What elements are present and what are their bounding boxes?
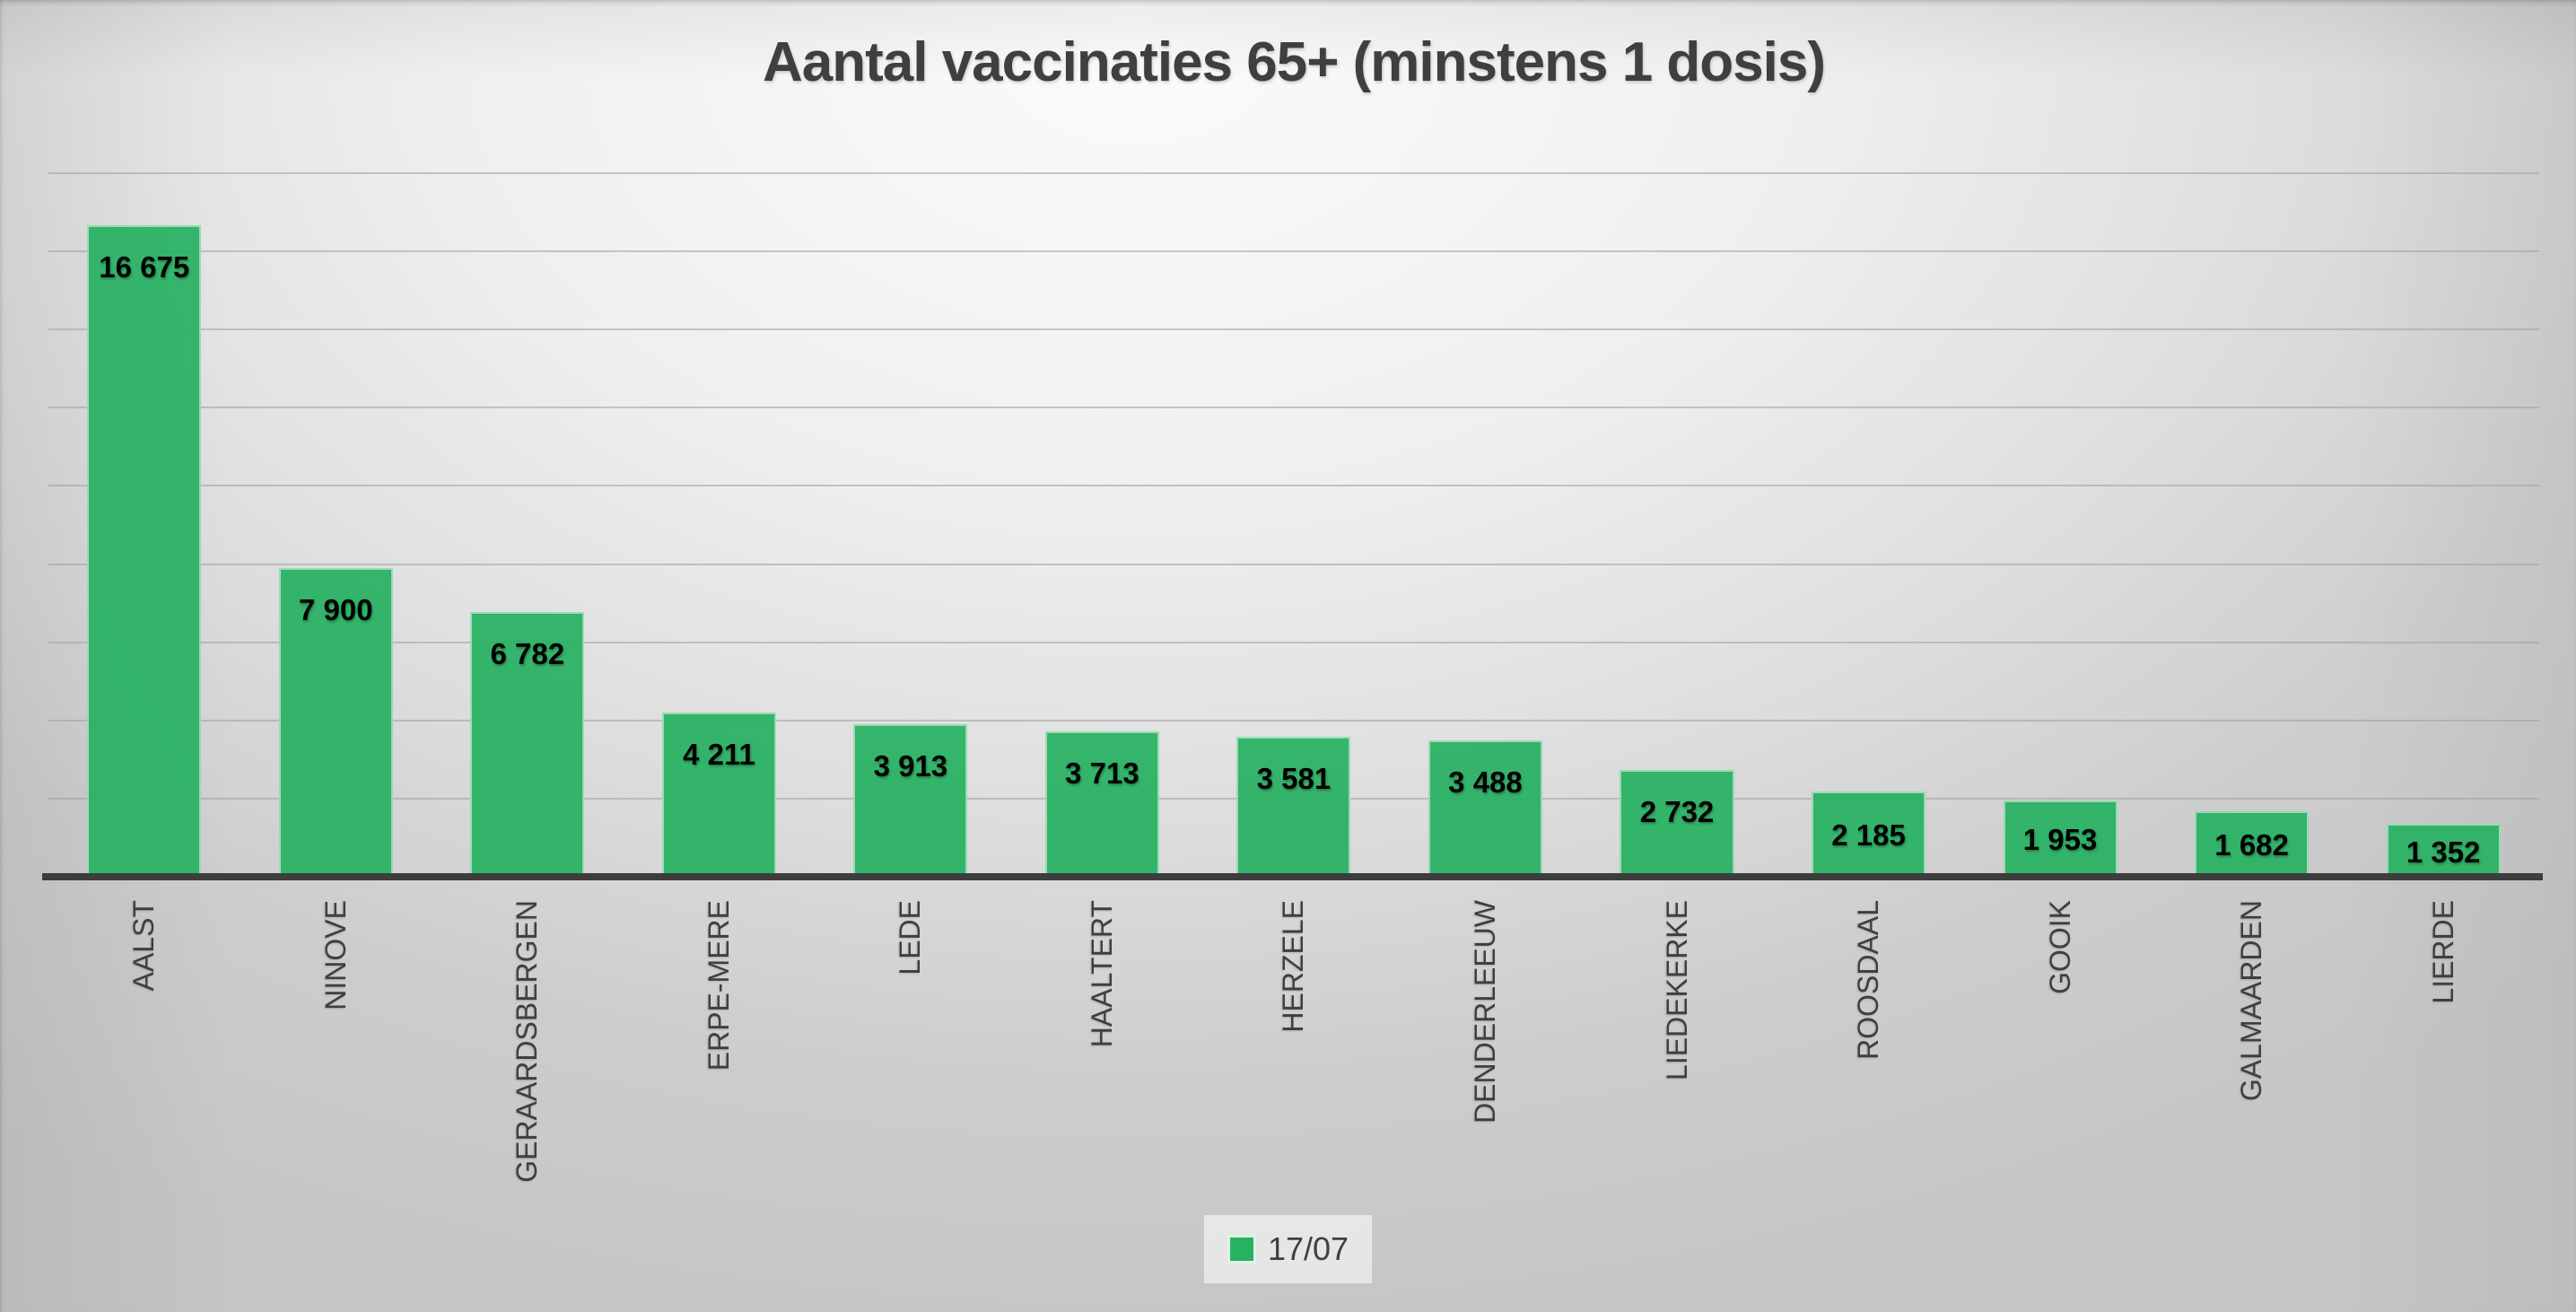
x-axis-label: ROOSDAAL	[1852, 900, 1885, 1060]
chart-title: Aantal vaccinaties 65+ (minstens 1 dosis…	[762, 31, 1826, 93]
bar-herzele: 3 581	[1236, 737, 1351, 877]
bar-haaltert: 3 713	[1044, 731, 1159, 877]
bar-slot: 16 675	[48, 173, 240, 877]
legend-label: 17/07	[1267, 1230, 1349, 1267]
bar-denderleeuw: 3 488	[1428, 740, 1542, 877]
gridline	[48, 250, 2539, 253]
x-axis-label: DENDERLEEUW	[1468, 900, 1501, 1124]
x-axis-label-cell: AALST	[48, 900, 240, 1183]
bar-slot: 1 953	[1964, 173, 2156, 877]
x-axis-label: LEDE	[894, 900, 927, 975]
bar-slot: 6 782	[432, 173, 624, 877]
x-axis-label: GERAARDSBERGEN	[511, 900, 544, 1183]
x-axis-label-cell: ERPE-MERE	[624, 900, 816, 1183]
bar-value-label: 7 900	[298, 592, 373, 626]
bar-geraardsbergen: 6 782	[470, 611, 585, 877]
x-axis-label-cell: LEDE	[815, 900, 1007, 1183]
bar-slot: 1 682	[2156, 173, 2348, 877]
x-axis-label: LIERDE	[2426, 900, 2459, 1004]
bar-lede: 3 913	[853, 723, 968, 877]
gridline	[48, 485, 2539, 487]
gridline	[48, 563, 2539, 565]
x-axis-label-cell: LIEDEKERKE	[1581, 900, 1773, 1183]
bar-value-label: 2 732	[1639, 795, 1715, 829]
bar-galmaarden: 1 682	[2195, 810, 2310, 877]
bar-slot: 2 732	[1581, 173, 1773, 877]
bar-slot: 2 185	[1773, 173, 1965, 877]
x-axis-labels: AALST NINOVE GERAARDSBERGEN ERPE-MERE LEDE HA…	[48, 900, 2539, 1183]
legend-marker-icon	[1227, 1235, 1256, 1264]
bar-value-label: 3 713	[1065, 757, 1140, 791]
bar-slot: 3 581	[1198, 173, 1390, 877]
bar-gooik: 1 953	[2003, 800, 2118, 877]
x-axis-label-cell: NINOVE	[240, 900, 432, 1183]
x-axis-label: GOOIK	[2043, 900, 2076, 994]
x-axis-label: LIEDEKERKE	[1660, 900, 1693, 1080]
x-axis-label-cell: GERAARDSBERGEN	[432, 900, 624, 1183]
bar-aalst: 16 675	[87, 224, 202, 877]
bar-value-label: 3 581	[1256, 762, 1332, 796]
bar-value-label: 3 913	[873, 748, 948, 783]
x-axis-label: HERZELE	[1277, 900, 1310, 1033]
bar-value-label: 4 211	[682, 737, 755, 771]
bar-value-label: 3 488	[1448, 765, 1523, 800]
x-axis-line	[42, 873, 2543, 880]
x-axis-label-cell: HAALTERT	[1007, 900, 1199, 1183]
bar-value-label: 16 675	[99, 249, 190, 284]
bars-row: 16 675 7 900 6 782 4 211 3 913 3 713 3 581 3 48…	[48, 173, 2539, 877]
bar-slot: 3 713	[1007, 173, 1199, 877]
x-axis-label: NINOVE	[319, 900, 352, 1010]
bar-slot: 1 352	[2347, 173, 2539, 877]
legend-box: 17/07	[1203, 1215, 1373, 1283]
bar-slot: 4 211	[624, 173, 816, 877]
bar-value-label: 1 682	[2214, 828, 2289, 862]
x-axis-label-cell: GALMAARDEN	[2156, 900, 2348, 1183]
x-axis-label-cell: DENDERLEEUW	[1390, 900, 1582, 1183]
bar-value-label: 1 352	[2406, 835, 2481, 869]
bar-slot: 3 488	[1390, 173, 1582, 877]
bar-lierde: 1 352	[2386, 824, 2501, 877]
gridline	[48, 641, 2539, 643]
x-axis-label-cell: HERZELE	[1198, 900, 1390, 1183]
bar-roosdaal: 2 185	[1812, 791, 1926, 877]
bar-slot: 7 900	[240, 173, 432, 877]
bar-value-label: 6 782	[490, 636, 565, 670]
plot-area: 16 675 7 900 6 782 4 211 3 913 3 713 3 581 3 48…	[42, 172, 2543, 1183]
bar-erpe-mere: 4 211	[661, 712, 776, 877]
gridline	[48, 328, 2539, 331]
x-axis-label-cell: ROOSDAAL	[1773, 900, 1965, 1183]
bar-ninove: 7 900	[278, 567, 393, 877]
x-axis-label: GALMAARDEN	[2235, 900, 2268, 1102]
bar-slot: 3 913	[815, 173, 1007, 877]
x-axis-label: AALST	[127, 900, 161, 992]
bar-value-label: 1 953	[2022, 823, 2098, 857]
legend: 17/07	[0, 1215, 2576, 1283]
gridline	[48, 407, 2539, 409]
x-axis-label-cell: GOOIK	[1964, 900, 2156, 1183]
gridline	[48, 172, 2539, 174]
x-axis-label: ERPE-MERE	[702, 900, 735, 1071]
gridline	[48, 719, 2539, 722]
bar-value-label: 2 185	[1831, 818, 1906, 853]
x-axis-label: HAALTERT	[1085, 900, 1118, 1048]
x-axis-label-cell: LIERDE	[2347, 900, 2539, 1183]
bar-liedekerke: 2 732	[1620, 770, 1734, 877]
